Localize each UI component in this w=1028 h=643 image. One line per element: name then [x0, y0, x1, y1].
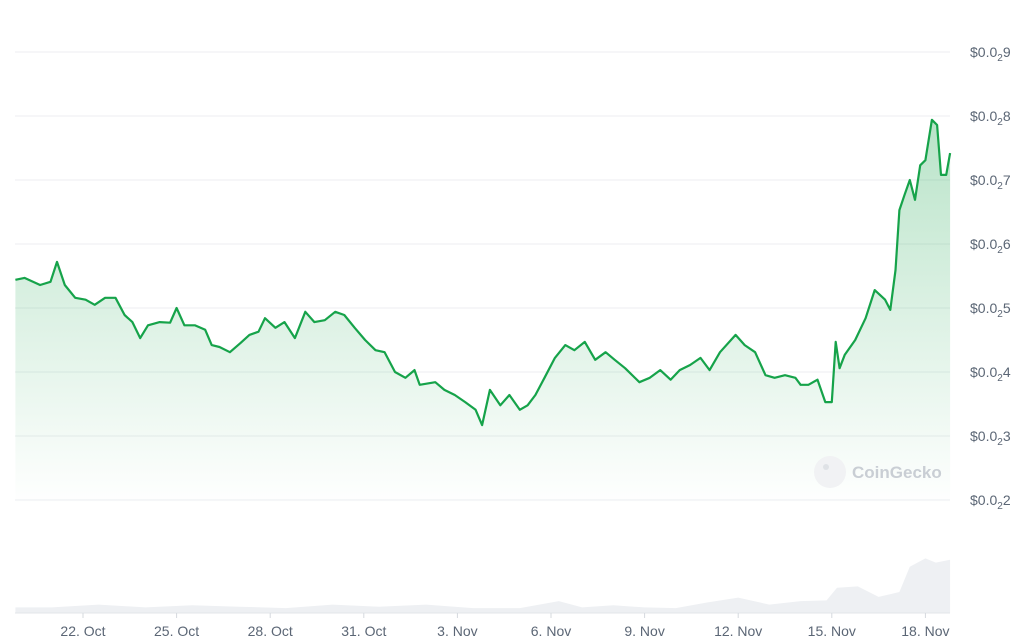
y-tick-label: $0.027 [970, 172, 1011, 192]
y-tick-label: $0.023 [970, 428, 1011, 448]
y-tick-label: $0.026 [970, 236, 1011, 256]
watermark-text: CoinGecko [852, 463, 942, 482]
y-tick-label: $0.022 [970, 492, 1011, 512]
x-tick-label: 25. Oct [154, 623, 199, 639]
x-tick-label: 6. Nov [531, 623, 571, 639]
gecko-eye-icon [823, 464, 829, 470]
gecko-logo-icon [814, 456, 846, 488]
price-line [15, 118, 952, 427]
x-tick-label: 9. Nov [624, 623, 664, 639]
x-tick-label: 31. Oct [341, 623, 386, 639]
x-tick-label: 15. Nov [808, 623, 856, 639]
x-axis: 22. Oct 25. Oct 28. Oct 31. Oct 3. Nov 6. Nov… [15, 612, 950, 639]
price-series [15, 118, 952, 506]
x-tick-label: 3. Nov [437, 623, 477, 639]
volume-area [15, 558, 951, 613]
volume-area-shape [15, 558, 951, 613]
y-tick-label: $0.024 [970, 364, 1011, 384]
x-tick-label: 18. Nov [901, 623, 949, 639]
x-tick-label: 22. Oct [60, 623, 105, 639]
coingecko-watermark: CoinGecko [814, 456, 942, 488]
y-axis: $0.029 $0.028 $0.027 $0.026 $0.025 $0.024 $0.0… [970, 44, 1011, 512]
y-tick-label: $0.025 [970, 300, 1011, 320]
y-tick-label: $0.029 [970, 44, 1011, 64]
x-tick-label: 28. Oct [248, 623, 293, 639]
y-tick-label: $0.028 [970, 108, 1011, 128]
x-tick-label: 12. Nov [714, 623, 762, 639]
price-area-fill [15, 119, 951, 506]
